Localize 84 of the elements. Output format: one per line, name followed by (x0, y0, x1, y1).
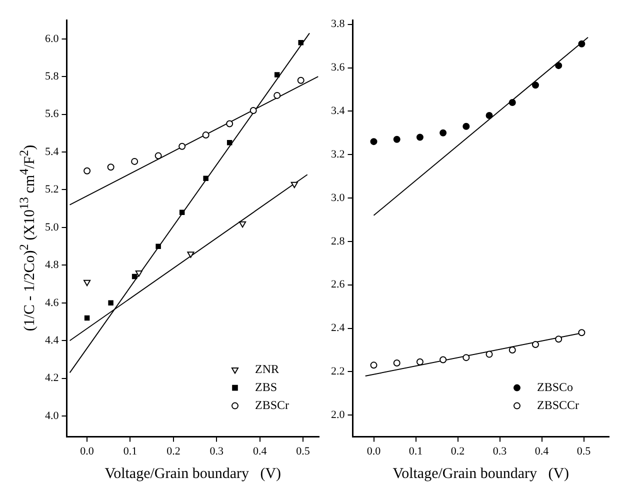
point (226, 140, 232, 146)
point (416, 134, 424, 141)
y-tick-label: 3.0 (331, 192, 346, 204)
x-tick-label: 0.3 (210, 445, 224, 458)
point (290, 182, 298, 188)
x-tick-label: 0.3 (492, 445, 508, 458)
point (297, 76, 304, 84)
point (108, 300, 114, 306)
point (532, 82, 539, 89)
y-tick-label: 2.4 (331, 322, 346, 334)
y-tick-label: 2.0 (331, 408, 346, 421)
point (532, 341, 539, 348)
x-tick-label: 0.1 (123, 445, 138, 458)
y-tick-label: 4.4 (45, 334, 60, 347)
point (462, 354, 470, 362)
y-tick-label: 5.4 (45, 146, 60, 158)
point (187, 252, 194, 258)
y-tick-label: 2.8 (331, 235, 346, 248)
x-tick-label: 0.1 (408, 445, 423, 458)
y-tick-label: 5.8 (45, 70, 60, 82)
point (578, 40, 586, 48)
x-tick-label: 0.0 (80, 445, 94, 458)
legend-label: ZBS (254, 380, 278, 394)
legend-label: ZBSCCr (536, 398, 580, 412)
y-tick-label: 2.6 (331, 278, 346, 291)
point (555, 336, 562, 343)
point (107, 164, 114, 171)
point (250, 107, 257, 114)
x-tick-label: 0.2 (166, 445, 180, 458)
y-tick-label: 4.6 (45, 296, 60, 309)
point (486, 350, 493, 358)
point (178, 142, 186, 150)
point (84, 315, 90, 321)
point (154, 152, 162, 160)
point (156, 244, 161, 249)
point (578, 329, 586, 336)
point (508, 98, 516, 106)
legend-label: ZNR (254, 362, 279, 376)
point (202, 132, 210, 139)
x-tick-label: 0.0 (366, 445, 382, 458)
y-tick-label: 5.6 (45, 108, 60, 120)
point (298, 40, 304, 46)
point (135, 270, 142, 277)
point (179, 210, 185, 215)
point (84, 280, 91, 286)
point (370, 362, 378, 369)
y-tick-label: 2.2 (331, 366, 345, 378)
point (131, 158, 138, 165)
x-tick-label: 0.5 (296, 445, 310, 458)
point (486, 112, 493, 120)
y-tick-label: 5.0 (45, 221, 60, 234)
point (440, 356, 447, 364)
legend-label: ZBSCr (254, 398, 290, 412)
point (440, 129, 447, 136)
x-axis-title: Voltage/Grain boundary (V) (104, 466, 282, 482)
point (274, 72, 280, 78)
point (393, 359, 400, 366)
x-tick-label: 0.2 (450, 445, 465, 458)
point (203, 176, 208, 182)
point (132, 274, 138, 280)
y-tick-label: 4.2 (45, 372, 59, 384)
point (370, 138, 378, 146)
point (555, 62, 562, 70)
y-tick-label: 4.0 (45, 410, 60, 422)
point (393, 136, 400, 143)
legend-label: ZBSCo (536, 380, 574, 394)
point (416, 358, 424, 366)
x-tick-label: 0.4 (534, 445, 550, 458)
y-tick-label: 5.2 (45, 184, 59, 196)
y-tick-label: 3.6 (331, 62, 346, 74)
point (274, 92, 281, 99)
point (462, 122, 470, 130)
y-tick-label: 4.8 (45, 259, 60, 272)
x-tick-label: 0.5 (576, 445, 592, 458)
point (226, 120, 234, 128)
y-tick-label: 3.2 (331, 148, 345, 160)
point (84, 167, 91, 174)
point (239, 221, 246, 228)
x-tick-label: 0.4 (252, 445, 268, 458)
y-tick-label: 6.0 (45, 32, 60, 45)
x-axis-title: Voltage/Grain boundary (V) (392, 466, 570, 482)
y-tick-label: 3.4 (331, 105, 346, 118)
point (508, 346, 516, 354)
y-tick-label: 3.8 (331, 18, 346, 30)
